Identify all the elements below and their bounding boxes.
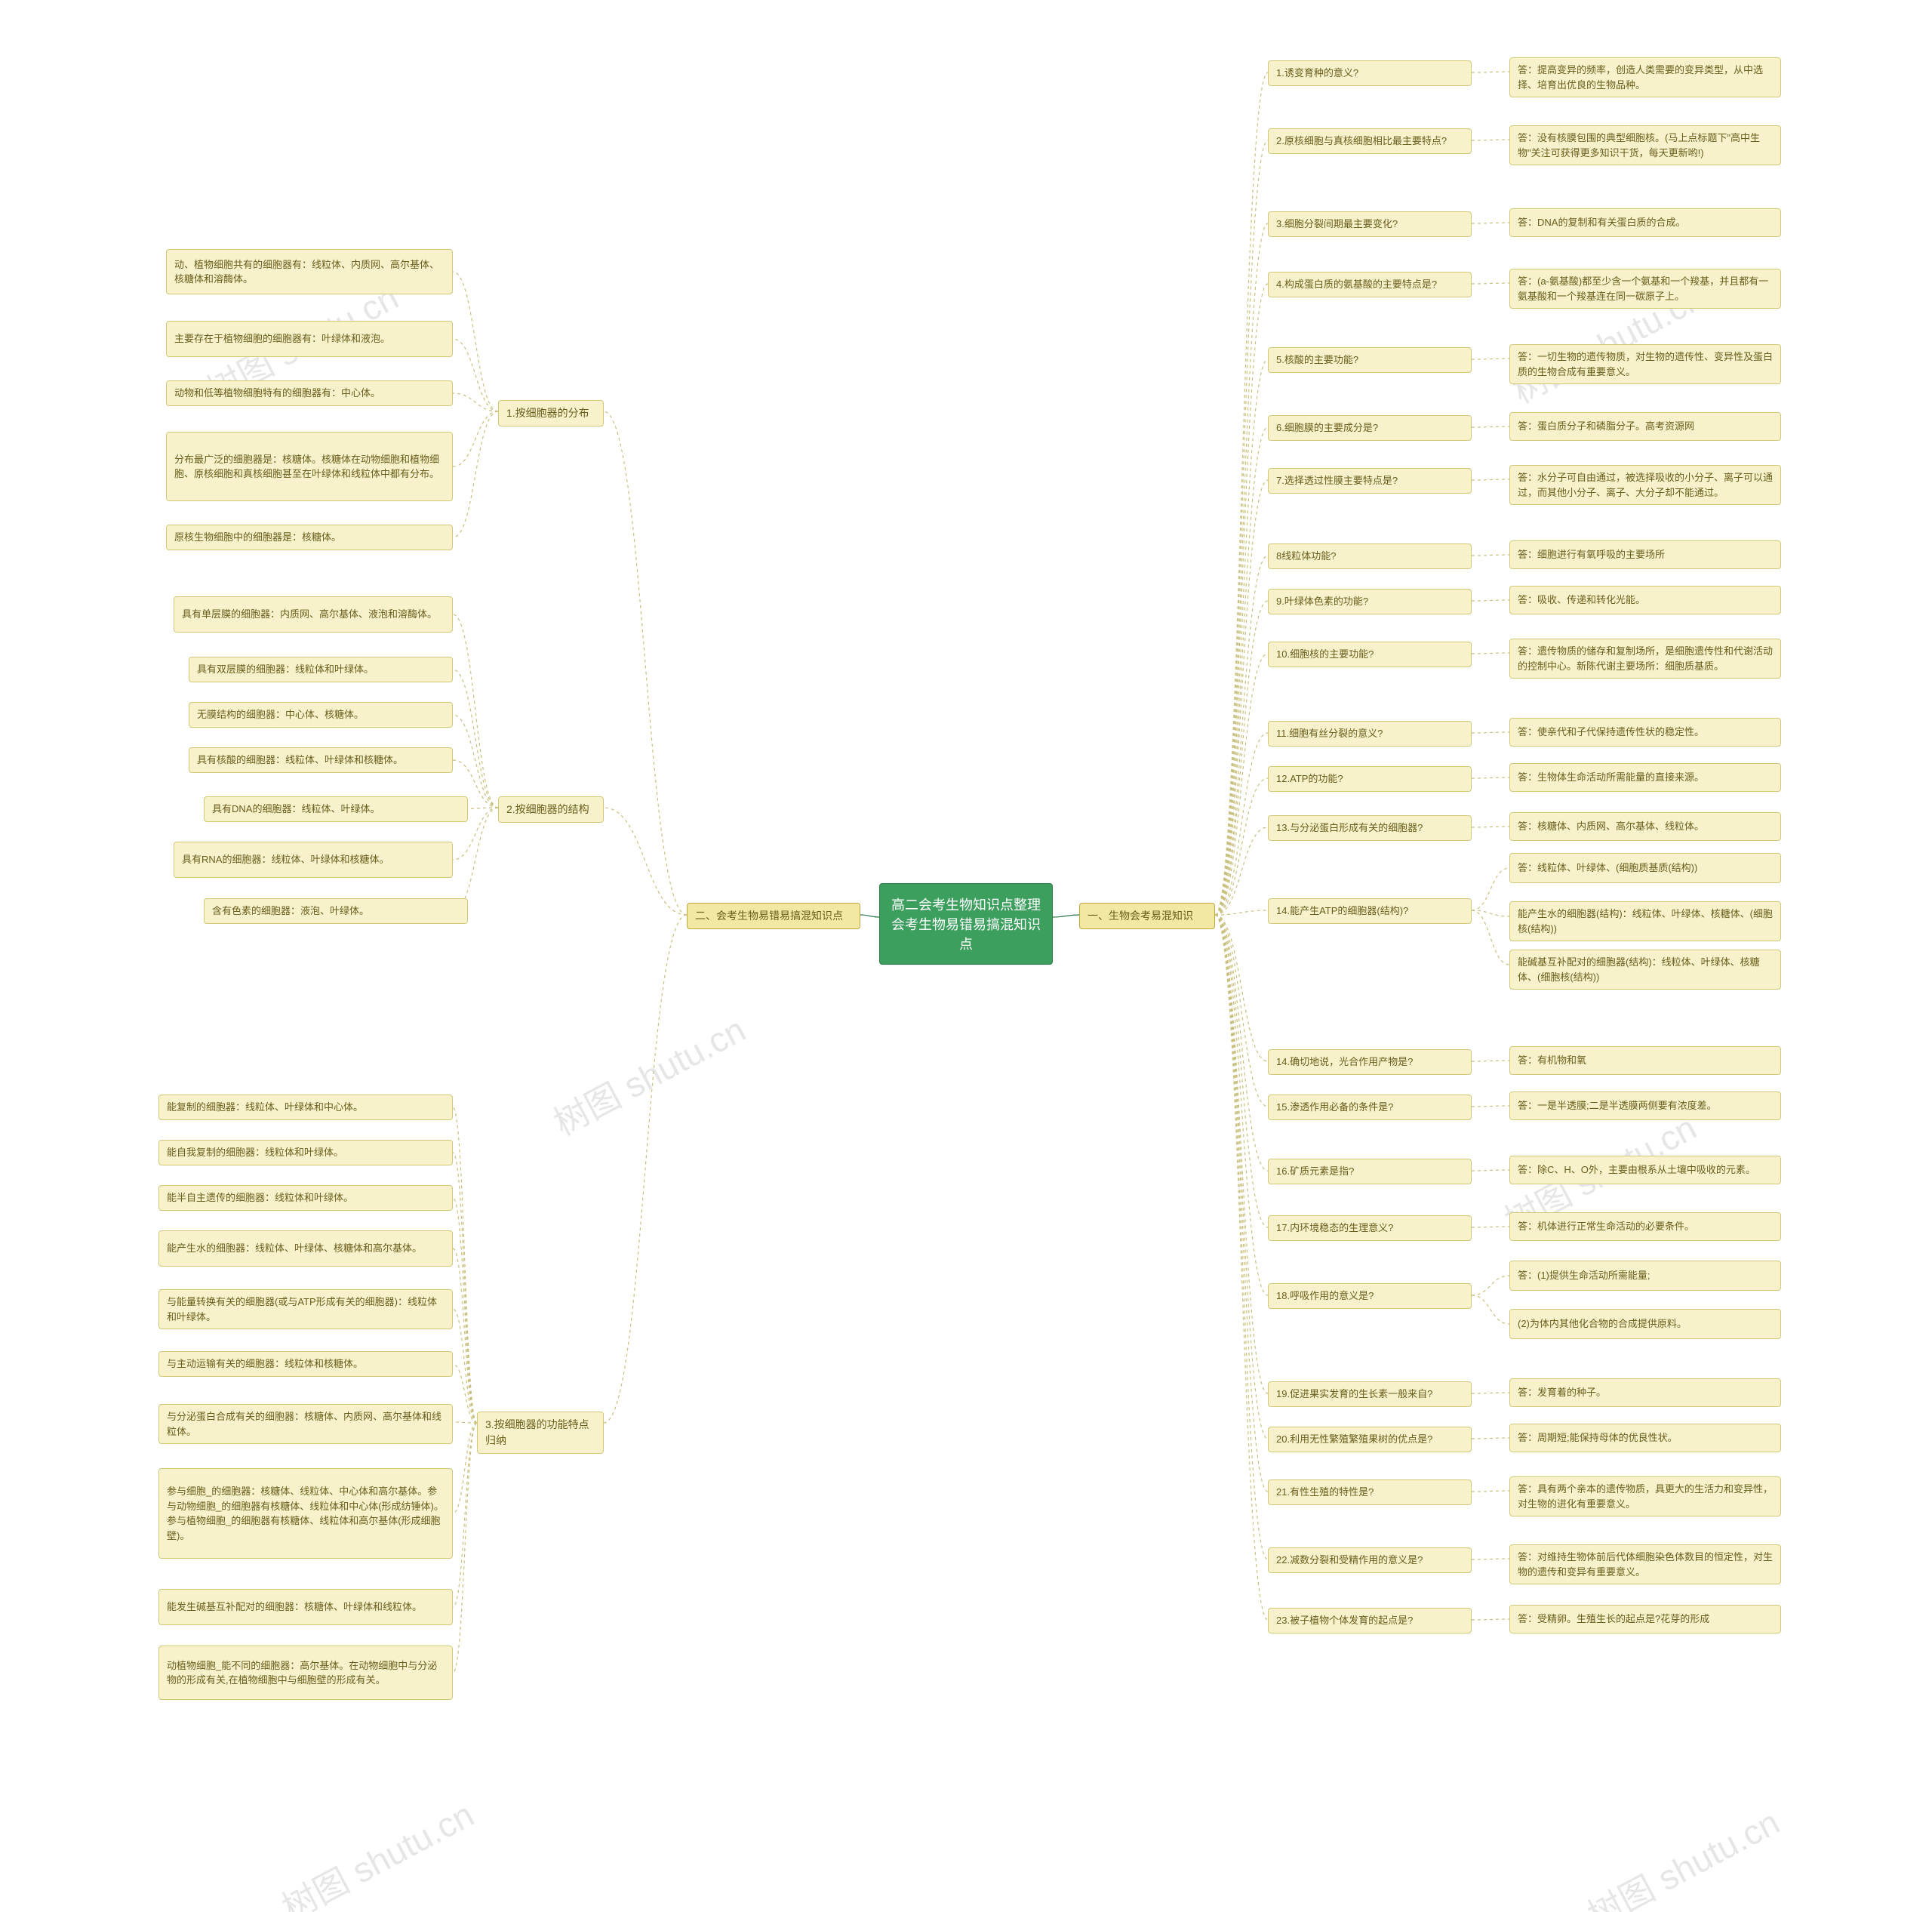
watermark: 树图 shutu.cn — [272, 1787, 481, 1912]
left-sub1-item: 原核生物细胞中的细胞器是：核糖体。 — [166, 525, 453, 550]
right-a: 答：周期短;能保持母体的优良性状。 — [1509, 1424, 1781, 1452]
left-sub3-item: 与能量转换有关的细胞器(或与ATP形成有关的细胞器)：线粒体和叶绿体。 — [158, 1289, 453, 1329]
left-sub3-item: 动植物细胞_能不同的细胞器：高尔基体。在动物细胞中与分泌物的形成有关,在植物细胞… — [158, 1646, 453, 1700]
left-sub1-item: 主要存在于植物细胞的细胞器有：叶绿体和液泡。 — [166, 321, 453, 357]
root-node: 高二会考生物知识点整理 会考生物易错易搞混知识点 — [879, 883, 1053, 965]
right-a: 答：有机物和氧 — [1509, 1046, 1781, 1075]
right-q: 23.被子植物个体发育的起点是? — [1268, 1608, 1472, 1633]
left-sub3-item: 与分泌蛋白合成有关的细胞器：核糖体、内质网、高尔基体和线粒体。 — [158, 1404, 453, 1444]
right-a: 答：提高变异的频率，创造人类需要的变异类型，从中选择、培育出优良的生物品种。 — [1509, 57, 1781, 97]
right-q: 13.与分泌蛋白形成有关的细胞器? — [1268, 815, 1472, 841]
right-q: 21.有性生殖的特性是? — [1268, 1479, 1472, 1505]
right-a: (2)为体内其他化合物的合成提供原料。 — [1509, 1309, 1781, 1339]
right-category: 一、生物会考易混知识 — [1079, 903, 1215, 929]
left-sub-2-label: 2.按细胞器的结构 — [506, 802, 589, 817]
left-sub2-item: 无膜结构的细胞器：中心体、核糖体。 — [189, 702, 453, 728]
left-sub1-item: 分布最广泛的细胞器是：核糖体。核糖体在动物细胞和植物细胞、原核细胞和真核细胞甚至… — [166, 432, 453, 501]
right-q: 20.利用无性繁殖繁殖果树的优点是? — [1268, 1427, 1472, 1452]
right-a: 答：DNA的复制和有关蛋白质的合成。 — [1509, 208, 1781, 237]
left-sub-3-label: 3.按细胞器的功能特点归纳 — [485, 1417, 595, 1449]
right-q: 5.核酸的主要功能? — [1268, 347, 1472, 373]
left-sub2-item: 具有核酸的细胞器：线粒体、叶绿体和核糖体。 — [189, 747, 453, 773]
right-a: 答：发育着的种子。 — [1509, 1378, 1781, 1407]
right-a: 答：水分子可自由通过，被选择吸收的小分子、离子可以通过，而其他小分子、离子、大分… — [1509, 465, 1781, 505]
right-a: 答：蛋白质分子和磷脂分子。高考资源网 — [1509, 412, 1781, 441]
left-cat-label: 二、会考生物易错易搞混知识点 — [695, 908, 843, 924]
left-sub-2: 2.按细胞器的结构 — [498, 796, 604, 823]
right-a: 答：具有两个亲本的遗传物质，具更大的生活力和变异性，对生物的进化有重要意义。 — [1509, 1476, 1781, 1516]
watermark: 树图 shutu.cn — [1578, 1795, 1787, 1912]
left-sub3-item: 能自我复制的细胞器：线粒体和叶绿体。 — [158, 1140, 453, 1165]
right-q: 9.叶绿体色素的功能? — [1268, 589, 1472, 614]
left-sub3-item: 能发生碱基互补配对的细胞器：核糖体、叶绿体和线粒体。 — [158, 1589, 453, 1625]
right-a: 答：受精卵。生殖生长的起点是?花芽的形成 — [1509, 1605, 1781, 1633]
right-q: 10.细胞核的主要功能? — [1268, 642, 1472, 667]
right-q: 18.呼吸作用的意义是? — [1268, 1283, 1472, 1309]
left-sub3-item: 能产生水的细胞器：线粒体、叶绿体、核糖体和高尔基体。 — [158, 1230, 453, 1267]
right-q: 12.ATP的功能? — [1268, 766, 1472, 792]
right-q: 3.细胞分裂间期最主要变化? — [1268, 211, 1472, 237]
right-q: 19.促进果实发育的生长素一般来自? — [1268, 1381, 1472, 1407]
right-a: 答：线粒体、叶绿体、(细胞质基质(结构)) — [1509, 853, 1781, 883]
right-a: 答：生物体生命活动所需能量的直接来源。 — [1509, 763, 1781, 792]
right-q: 22.减数分裂和受精作用的意义是? — [1268, 1547, 1472, 1573]
left-category: 二、会考生物易错易搞混知识点 — [687, 903, 860, 929]
right-q: 14.确切地说，光合作用产物是? — [1268, 1049, 1472, 1075]
right-a: 答：(1)提供生命活动所需能量; — [1509, 1261, 1781, 1291]
right-a: 答：使亲代和子代保持遗传性状的稳定性。 — [1509, 718, 1781, 747]
left-sub-3: 3.按细胞器的功能特点归纳 — [477, 1412, 604, 1454]
right-a: 答：吸收、传递和转化光能。 — [1509, 586, 1781, 614]
left-sub3-item: 与主动运输有关的细胞器：线粒体和核糖体。 — [158, 1351, 453, 1377]
left-sub2-item: 具有单层膜的细胞器：内质网、高尔基体、液泡和溶酶体。 — [174, 596, 453, 633]
left-sub2-item: 具有双层膜的细胞器：线粒体和叶绿体。 — [189, 657, 453, 682]
left-sub2-item: 具有DNA的细胞器：线粒体、叶绿体。 — [204, 796, 468, 822]
right-q: 14.能产生ATP的细胞器(结构)? — [1268, 898, 1472, 924]
right-q: 1.诱变育种的意义? — [1268, 60, 1472, 86]
left-sub1-item: 动物和低等植物细胞特有的细胞器有：中心体。 — [166, 380, 453, 406]
right-a: 能产生水的细胞器(结构)：线粒体、叶绿体、核糖体、(细胞核(结构)) — [1509, 901, 1781, 941]
right-q: 17.内环境稳态的生理意义? — [1268, 1215, 1472, 1241]
right-q: 7.选择透过性膜主要特点是? — [1268, 468, 1472, 494]
right-q: 15.渗透作用必备的条件是? — [1268, 1095, 1472, 1120]
right-a: 答：细胞进行有氧呼吸的主要场所 — [1509, 540, 1781, 569]
left-sub2-item: 具有RNA的细胞器：线粒体、叶绿体和核糖体。 — [174, 842, 453, 878]
right-a: 答：一是半透膜;二是半透膜两侧要有浓度差。 — [1509, 1091, 1781, 1120]
right-a: 答：(a-氨基酸)都至少含一个氨基和一个羧基，并且都有一氨基酸和一个羧基连在同一… — [1509, 269, 1781, 309]
left-sub2-item: 含有色素的细胞器：液泡、叶绿体。 — [204, 898, 468, 924]
left-sub-1-label: 1.按细胞器的分布 — [506, 405, 589, 421]
right-a: 答：没有核膜包围的典型细胞核。(马上点标题下"高中生物"关注可获得更多知识干货，… — [1509, 125, 1781, 165]
right-q: 11.细胞有丝分裂的意义? — [1268, 721, 1472, 747]
right-q: 4.构成蛋白质的氨基酸的主要特点是? — [1268, 272, 1472, 297]
left-sub-1: 1.按细胞器的分布 — [498, 400, 604, 426]
right-q: 8线粒体功能? — [1268, 543, 1472, 569]
left-sub3-item: 参与细胞_的细胞器：核糖体、线粒体、中心体和高尔基体。参与动物细胞_的细胞器有核… — [158, 1468, 453, 1559]
right-a: 答：核糖体、内质网、高尔基体、线粒体。 — [1509, 812, 1781, 841]
left-sub1-item: 动、植物细胞共有的细胞器有：线粒体、内质网、高尔基体、核糖体和溶酶体。 — [166, 249, 453, 294]
right-a: 答：遗传物质的储存和复制场所，是细胞遗传性和代谢活动的控制中心。新陈代谢主要场所… — [1509, 639, 1781, 679]
right-q: 6.细胞膜的主要成分是? — [1268, 415, 1472, 441]
right-q: 16.矿质元素是指? — [1268, 1159, 1472, 1184]
right-a: 答：一切生物的遗传物质，对生物的遗传性、变异性及蛋白质的生物合成有重要意义。 — [1509, 344, 1781, 384]
right-a: 答：除C、H、O外，主要由根系从土壤中吸收的元素。 — [1509, 1156, 1781, 1184]
right-q: 2.原核细胞与真核细胞相比最主要特点? — [1268, 128, 1472, 154]
right-a: 答：机体进行正常生命活动的必要条件。 — [1509, 1212, 1781, 1241]
left-sub3-item: 能半自主遗传的细胞器：线粒体和叶绿体。 — [158, 1185, 453, 1211]
root-title: 高二会考生物知识点整理 会考生物易错易搞混知识点 — [886, 894, 1046, 953]
right-a: 能碱基互补配对的细胞器(结构)：线粒体、叶绿体、核糖体、(细胞核(结构)) — [1509, 950, 1781, 990]
right-cat-label: 一、生物会考易混知识 — [1088, 908, 1193, 924]
watermark: 树图 shutu.cn — [544, 1002, 753, 1145]
right-a: 答：对维持生物体前后代体细胞染色体数目的恒定性，对生物的遗传和变异有重要意义。 — [1509, 1544, 1781, 1584]
left-sub3-item: 能复制的细胞器：线粒体、叶绿体和中心体。 — [158, 1095, 453, 1120]
